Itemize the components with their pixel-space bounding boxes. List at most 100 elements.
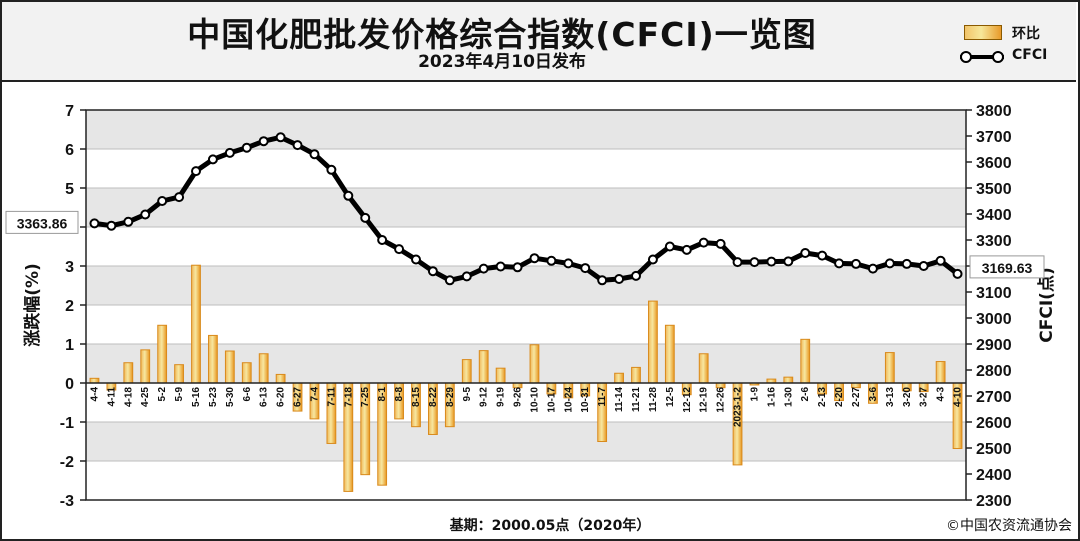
cfci-point: [580, 263, 591, 274]
x-tick-label: 10-17: [546, 387, 557, 413]
right-tick-label: 2800: [976, 363, 1012, 380]
bar-6-20: [275, 373, 286, 384]
cfci-point: [851, 258, 861, 269]
bar-9-5: [461, 359, 472, 384]
legend-bar-label: 环比: [1012, 26, 1040, 42]
x-tick-label: 5-2: [157, 387, 168, 402]
left-axis-title: 涨跌幅(%): [22, 263, 43, 347]
cfci-point: [309, 149, 320, 160]
cfci-point: [766, 256, 777, 267]
bar-1-30: [783, 376, 794, 384]
left-tick-label: 1: [65, 337, 74, 354]
cfci-point: [546, 255, 557, 266]
x-tick-label: 3-13: [885, 387, 896, 407]
x-tick-label: 4-3: [936, 387, 947, 402]
x-tick-label: 7-11: [326, 387, 337, 407]
bar-6-6: [241, 362, 252, 384]
x-tick-label: 7-25: [360, 387, 371, 407]
bar-6-13: [258, 353, 269, 384]
bar-9-12: [478, 350, 489, 384]
legend-line-swatch: [960, 55, 1004, 59]
cfci-point: [715, 238, 726, 249]
right-tick-label: 3300: [976, 233, 1012, 250]
x-tick-label: 9-5: [462, 387, 473, 402]
legend-line-label: CFCI: [1012, 47, 1048, 63]
legend-bar-swatch: [964, 25, 1002, 40]
x-tick-label: 2-6: [800, 387, 811, 402]
chart-header: 中国化肥批发价格综合指数(CFCI)一览图 2023年4月10日发布 环比 CF…: [2, 2, 1076, 82]
start-value-callout: [5, 210, 79, 234]
cfci-point: [377, 235, 388, 245]
x-tick-label: 8-29: [445, 387, 456, 407]
bar-11-14: [614, 372, 624, 384]
start-value-label: 3363.86: [17, 215, 68, 231]
left-tick-label: -2: [60, 454, 74, 471]
cfci-point: [343, 190, 354, 201]
chart-title: 中国化肥批发价格综合指数(CFCI)一览图: [187, 15, 817, 54]
chart-subtitle: 2023年4月10日发布: [418, 52, 586, 72]
cfci-line: [94, 134, 960, 283]
cfci-point: [394, 244, 405, 255]
left-tick-label: 6: [65, 142, 74, 159]
cfci-point: [817, 250, 828, 261]
cfci-point: [647, 254, 658, 265]
right-tick-label: 3500: [976, 181, 1012, 198]
cfci-point: [681, 244, 692, 255]
end-value-label: 3169.63: [982, 260, 1033, 276]
cfci-point: [597, 275, 608, 286]
x-tick-label: 4-18: [123, 387, 134, 407]
x-tick-label: 4-25: [140, 387, 151, 407]
cfci-point: [478, 263, 489, 274]
right-tick-label: 3700: [976, 129, 1012, 146]
cfci-point: [106, 220, 117, 231]
cfci-point: [901, 258, 912, 269]
base-period-note: 基期：2000.05点（2020年）: [449, 518, 651, 534]
cfci-point: [191, 166, 201, 177]
x-tick-label: 8-15: [411, 387, 422, 407]
bar-4-25: [140, 349, 151, 384]
left-tick-label: 0: [65, 376, 74, 393]
bar-5-9: [174, 364, 184, 384]
bar-12-5: [664, 324, 675, 384]
right-tick-label: 2900: [976, 337, 1012, 354]
cfci-point: [935, 255, 946, 266]
cfci-point: [123, 216, 134, 227]
cfci-point: [698, 237, 709, 248]
x-tick-label: 8-1: [377, 387, 388, 402]
right-axis-title: CFCI(点): [1036, 267, 1057, 342]
x-tick-label: 1-30: [783, 387, 794, 407]
legend: 环比 CFCI: [958, 18, 1068, 70]
x-tick-label: 6-6: [242, 387, 253, 402]
x-tick-label: 5-9: [174, 387, 185, 402]
x-tick-label: 4-4: [89, 387, 100, 402]
x-tick-label: 7-18: [343, 387, 354, 407]
x-tick-label: 12-19: [699, 387, 710, 413]
x-tick-label: 4-11: [106, 387, 117, 407]
left-tick-label: 7: [65, 103, 74, 120]
left-tick-label: 5: [65, 181, 74, 198]
cfci-point: [224, 147, 235, 158]
x-tick-label: 9-12: [479, 387, 490, 407]
cfci-point: [258, 136, 269, 147]
cfci-point: [461, 271, 472, 282]
legend-line-marker: [960, 51, 972, 63]
x-tick-label: 12-5: [665, 387, 676, 407]
x-tick-label: 4-10: [953, 387, 964, 407]
x-tick-label: 2-27: [851, 387, 862, 407]
x-tick-label: 2-20: [834, 387, 845, 407]
x-tick-label: 8-8: [394, 387, 405, 402]
x-tick-label: 11-14: [614, 387, 625, 412]
x-tick-label: 10-24: [563, 387, 574, 413]
x-tick-label: 9-19: [496, 387, 507, 407]
bar-5-23: [208, 334, 218, 384]
legend-item-bar: 环比: [958, 22, 1068, 42]
x-tick-label: 1-16: [766, 387, 777, 407]
right-tick-label: 2600: [976, 415, 1012, 432]
x-tick-label: 6-13: [259, 387, 270, 407]
cfci-point: [275, 132, 286, 143]
cfci-point: [140, 209, 151, 220]
right-tick-label: 2500: [976, 441, 1012, 458]
x-tick-label: 5-30: [225, 387, 236, 407]
x-tick-label: 3-20: [902, 387, 913, 407]
x-tick-label: 12-26: [716, 387, 727, 413]
